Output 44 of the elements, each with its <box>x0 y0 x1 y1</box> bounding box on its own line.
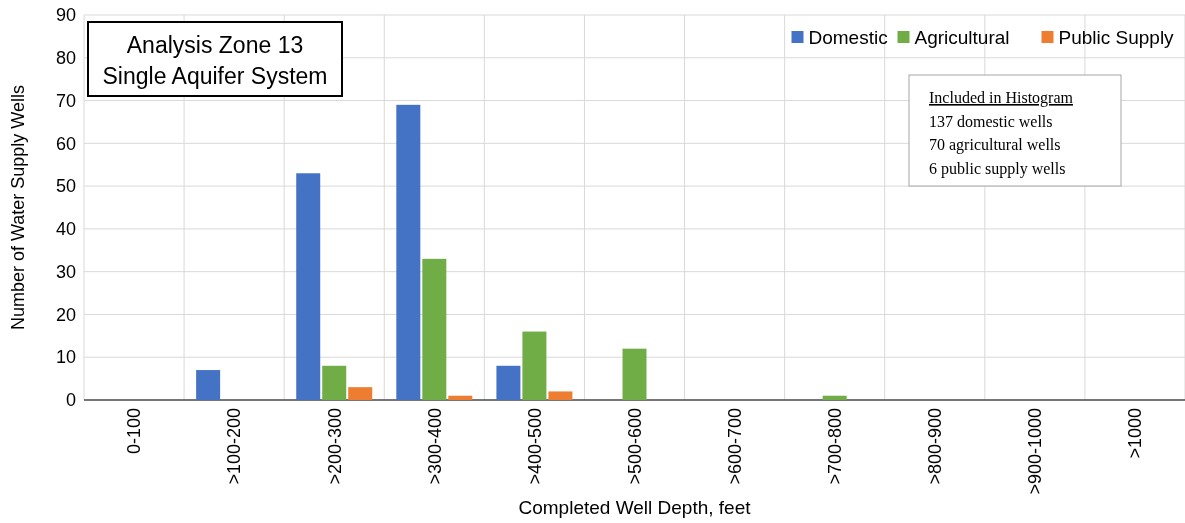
y-tick-label: 10 <box>55 347 76 368</box>
bar <box>348 387 373 400</box>
bar <box>548 391 573 400</box>
bar <box>196 370 221 400</box>
bar <box>622 348 647 400</box>
x-tick-label: >400-500 <box>524 408 545 485</box>
text: Analysis Zone 13 <box>126 32 304 58</box>
bar <box>522 331 547 400</box>
y-tick-label: 70 <box>55 90 76 111</box>
y-tick-label: 40 <box>55 219 76 240</box>
bar <box>322 365 347 400</box>
bar <box>296 173 321 400</box>
legend-label: Public Supply <box>1058 27 1175 48</box>
x-tick-label: >1000 <box>1125 408 1146 459</box>
y-tick-label: 50 <box>55 176 76 197</box>
x-tick-label: >600-700 <box>724 408 745 485</box>
y-tick-label: 20 <box>55 304 76 325</box>
x-tick-label: >100-200 <box>224 408 245 485</box>
y-tick-label: 90 <box>55 5 76 26</box>
x-tick-label: >500-600 <box>624 408 645 485</box>
x-tick-label: >900-1000 <box>1025 408 1046 495</box>
legend-label: Agricultural <box>914 27 1010 48</box>
bar <box>496 365 521 400</box>
bar <box>396 104 421 400</box>
y-tick-label: 0 <box>65 390 76 411</box>
y-tick-label: 30 <box>55 261 76 282</box>
x-tick-label: >700-800 <box>824 408 845 485</box>
x-tick-label: 0-100 <box>124 408 145 455</box>
x-axis-title: Completed Well Depth, feet <box>518 497 752 518</box>
y-tick-label: 60 <box>55 133 76 154</box>
legend-label: Domestic <box>808 27 888 48</box>
annotation: 70 agricultural wells <box>929 136 1061 154</box>
y-axis-title: Number of Water Supply Wells <box>8 84 28 331</box>
x-tick-label: >800-900 <box>925 408 946 485</box>
x-tick-label: >300-400 <box>424 408 445 485</box>
annotation: 137 domestic wells <box>929 112 1053 130</box>
text: Single Aquifer System <box>102 63 328 89</box>
annotation: 6 public supply wells <box>929 159 1066 178</box>
x-tick-label: >200-300 <box>324 408 345 485</box>
annotation: Included in Histogram <box>929 89 1074 107</box>
bar <box>822 395 847 400</box>
bar <box>422 258 447 400</box>
y-tick-label: 80 <box>55 48 76 69</box>
bar <box>448 395 473 400</box>
